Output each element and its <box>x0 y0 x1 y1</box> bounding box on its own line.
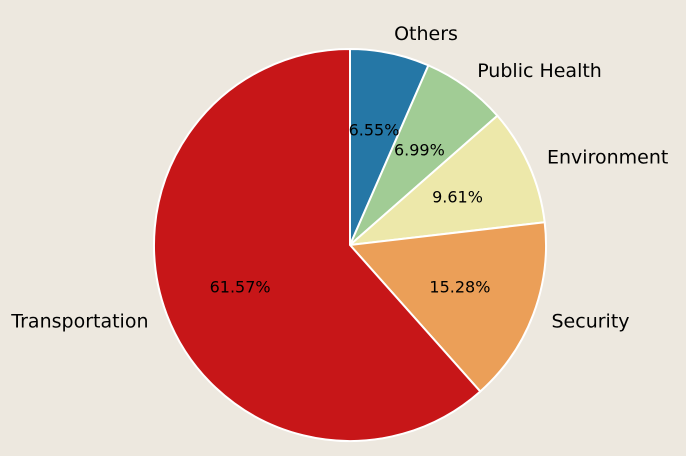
percent-label: 6.99% <box>394 141 445 160</box>
percent-label: 61.57% <box>210 277 271 296</box>
percent-label: 15.28% <box>429 277 490 296</box>
pie-slice-security <box>347 221 548 393</box>
pie-slices <box>153 47 548 442</box>
category-labels: Others Public Health Environment Security Tr… <box>10 23 668 333</box>
percent-label: 6.55% <box>349 120 400 139</box>
pie-slice-environment <box>346 114 546 247</box>
category-label: Environment <box>547 147 668 169</box>
percent-label: 9.61% <box>432 188 483 207</box>
category-label: Security <box>552 311 630 333</box>
category-label: Others <box>394 23 458 45</box>
percent-labels: 6.55% 6.99% 9.61% 15.28% 61.57% <box>210 120 491 296</box>
category-label: Transportation <box>10 311 148 333</box>
pie-slice-transportation <box>153 47 482 442</box>
category-label: Public Health <box>477 60 602 82</box>
